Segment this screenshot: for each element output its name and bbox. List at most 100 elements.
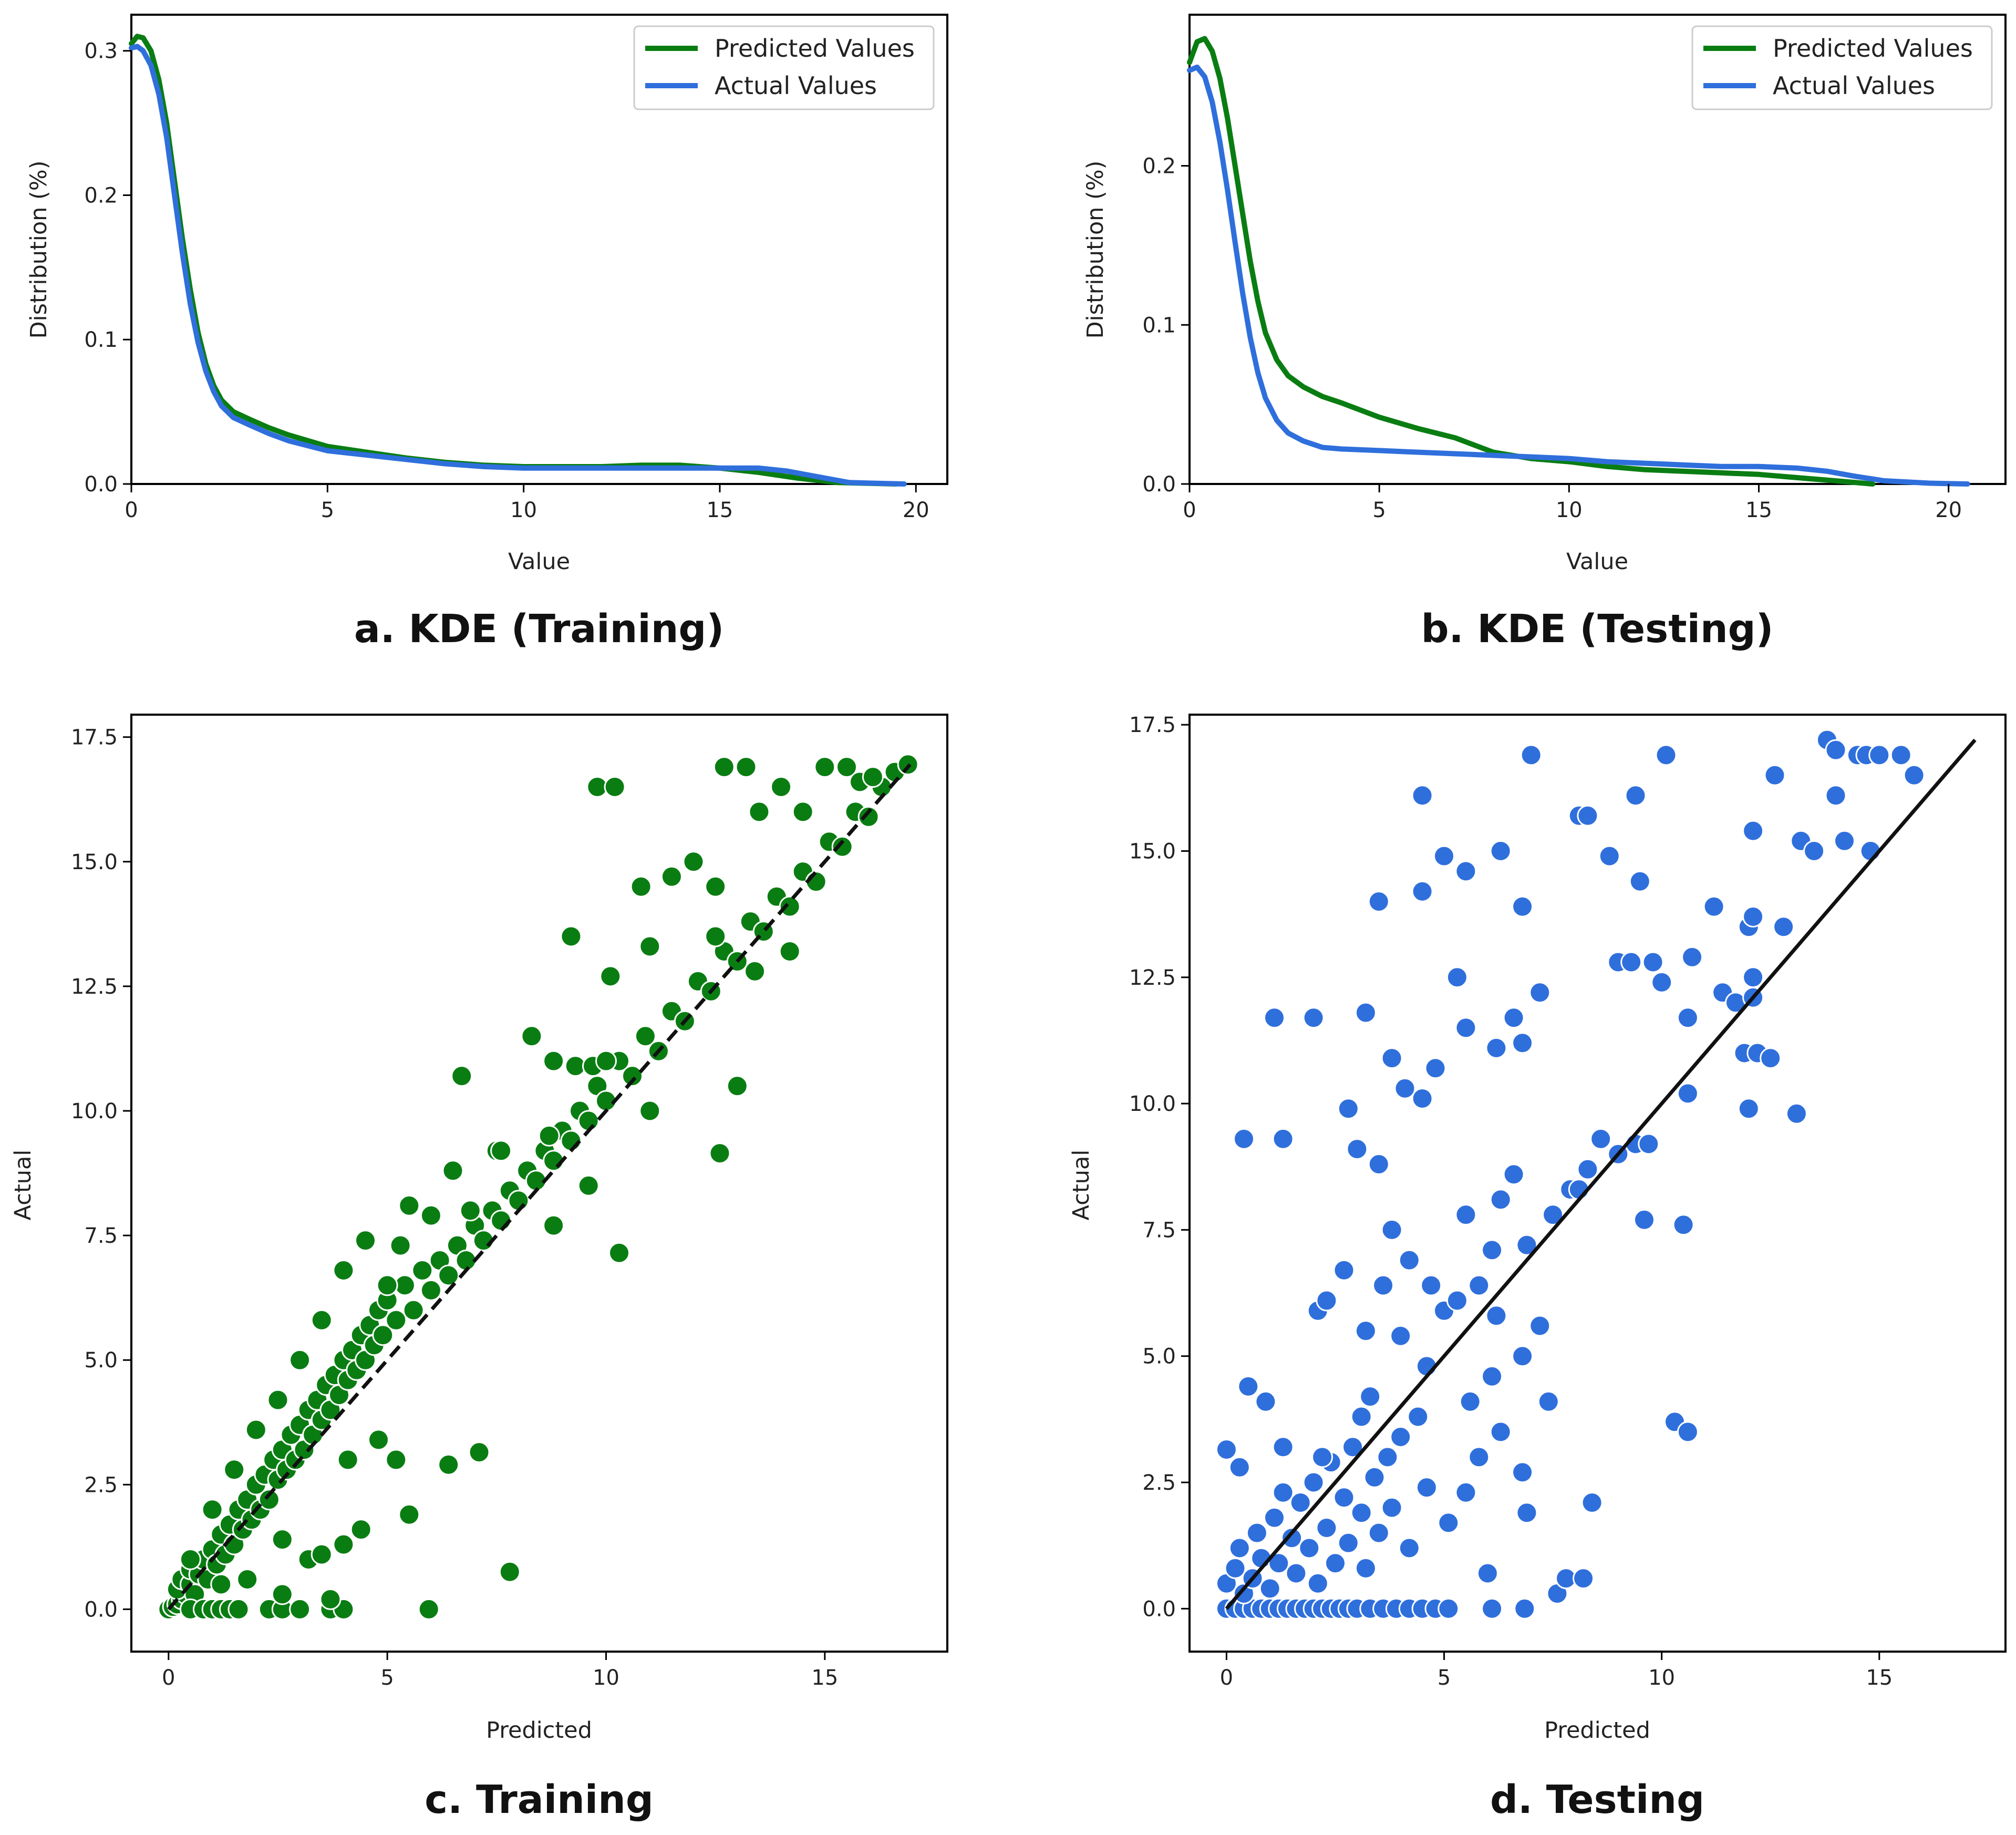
- legend-label-predicted-b: Predicted Values: [1773, 34, 1973, 63]
- scatter-point: [1742, 966, 1764, 988]
- panel-title-d: d. Testing: [1490, 1777, 1704, 1822]
- scatter-point: [468, 1441, 490, 1463]
- y-tick-label: 12.5: [71, 975, 118, 999]
- scatter-point: [490, 1140, 512, 1162]
- y-tick-label: 5.0: [84, 1348, 118, 1373]
- scatter-point: [1803, 840, 1825, 862]
- scatter-point: [1581, 1492, 1603, 1513]
- scatter-point: [1368, 891, 1390, 913]
- scatter-point: [1407, 1406, 1429, 1428]
- scatter-point: [1377, 1446, 1399, 1468]
- scatter-point: [1307, 1572, 1329, 1594]
- y-ticks-d: 0.0 2.5 5.0 7.5 10.0 12.5 15.0 17.5: [1129, 713, 1190, 1621]
- scatter-point: [223, 1459, 245, 1481]
- x-tick-label: 0: [1183, 498, 1196, 522]
- scatter-point: [1785, 1102, 1807, 1125]
- scatter-point: [608, 1242, 630, 1264]
- scatter-point: [1411, 785, 1433, 807]
- scatter-point: [1890, 744, 1912, 766]
- scatter-point: [1834, 830, 1855, 852]
- series-lines-b: [1187, 36, 1970, 487]
- x-tick-label: 10: [1556, 498, 1583, 522]
- legend-label-actual-a: Actual Values: [715, 71, 877, 100]
- scatter-point: [1760, 1047, 1782, 1069]
- scatter-point: [599, 965, 622, 987]
- x-ticks-c: 0 5 10 15: [162, 1652, 838, 1690]
- scatter-point: [1625, 785, 1647, 807]
- x-tick-label: 0: [1220, 1666, 1233, 1690]
- scatter-point: [1350, 1406, 1372, 1428]
- scatter-point: [543, 1050, 565, 1072]
- x-tick-label: 20: [903, 498, 929, 522]
- x-tick-label: 10: [593, 1666, 619, 1690]
- scatter-point: [438, 1264, 460, 1286]
- scatter-point: [459, 1200, 481, 1222]
- scatter-point: [660, 865, 683, 888]
- y-tick-label: 0.1: [84, 328, 118, 352]
- scatter-point: [1455, 1481, 1477, 1503]
- scatter-point: [1289, 1492, 1311, 1513]
- y-axis-label-a: Distribution (%): [26, 161, 52, 339]
- scatter-point: [1485, 1305, 1507, 1327]
- x-tick-label: 0: [125, 498, 138, 522]
- scatter-point: [258, 1489, 280, 1511]
- scatter-point: [1363, 1466, 1386, 1488]
- scatter-point: [1215, 1439, 1237, 1460]
- scatter-point: [1325, 1552, 1346, 1574]
- scatter-point: [1529, 1315, 1551, 1337]
- x-axis-label-a: Value: [508, 549, 570, 575]
- scatter-point: [1481, 1239, 1503, 1261]
- scatter-point: [1259, 1578, 1281, 1600]
- legend-box-a: [633, 25, 935, 110]
- scatter-point: [1264, 1507, 1285, 1529]
- scatter-point: [1468, 1274, 1490, 1296]
- scatter-point: [1411, 1088, 1433, 1109]
- y-tick-label: 15.0: [71, 850, 118, 874]
- scatter-point: [385, 1449, 407, 1471]
- scatter-point: [1337, 1532, 1359, 1554]
- scatter-point: [604, 776, 626, 798]
- x-tick-label: 5: [380, 1666, 394, 1690]
- scatter-point: [1529, 982, 1551, 1004]
- scatter-point: [389, 1234, 411, 1256]
- scatter-point: [779, 895, 801, 918]
- x-tick-label: 15: [811, 1666, 838, 1690]
- scatter-point: [420, 1279, 442, 1301]
- scatter-point: [1333, 1259, 1355, 1281]
- scatter-point: [1825, 785, 1847, 807]
- x-tick-label: 5: [1372, 498, 1386, 522]
- y-tick-label: 0.0: [1142, 472, 1176, 497]
- scatter-point: [726, 1075, 748, 1097]
- series-line-actual: [1187, 64, 1970, 487]
- scatter-point: [372, 1324, 394, 1346]
- scatter-point: [499, 1561, 521, 1583]
- scatter-point: [1634, 1209, 1655, 1231]
- scatter-point: [1512, 895, 1534, 918]
- scatter-point: [438, 1453, 460, 1476]
- scatter-point: [1372, 1274, 1394, 1296]
- scatter-point: [713, 756, 735, 778]
- scatter-point: [1490, 840, 1512, 862]
- x-tick-label: 5: [321, 498, 334, 522]
- scatter-point: [1638, 1133, 1660, 1155]
- scatter-point: [1350, 1502, 1372, 1524]
- scatter-point: [385, 1309, 407, 1331]
- scatter-point: [398, 1503, 420, 1525]
- scatter-point: [630, 875, 652, 898]
- scatter-point: [1446, 1290, 1468, 1312]
- scatter-point: [705, 875, 727, 898]
- scatter-point: [418, 1598, 440, 1620]
- scatter-point: [1537, 1390, 1559, 1413]
- y-tick-label: 17.5: [71, 726, 118, 750]
- scatter-point: [508, 1190, 530, 1212]
- x-tick-label: 0: [162, 1666, 175, 1690]
- scatter-point: [1390, 1426, 1412, 1448]
- scatter-point: [1476, 1562, 1498, 1584]
- scatter-point: [1677, 1007, 1699, 1029]
- reference-line-d: [1225, 738, 1977, 1610]
- scatter-point: [1516, 1234, 1538, 1256]
- y-tick-label: 0.1: [1142, 313, 1176, 337]
- scatter-point: [634, 1025, 656, 1047]
- scatter-point: [683, 851, 705, 873]
- panel-kde-testing: 0 5 10 15 20 0.0 0.1 0.2 Value Distribution (%…: [1082, 14, 2007, 652]
